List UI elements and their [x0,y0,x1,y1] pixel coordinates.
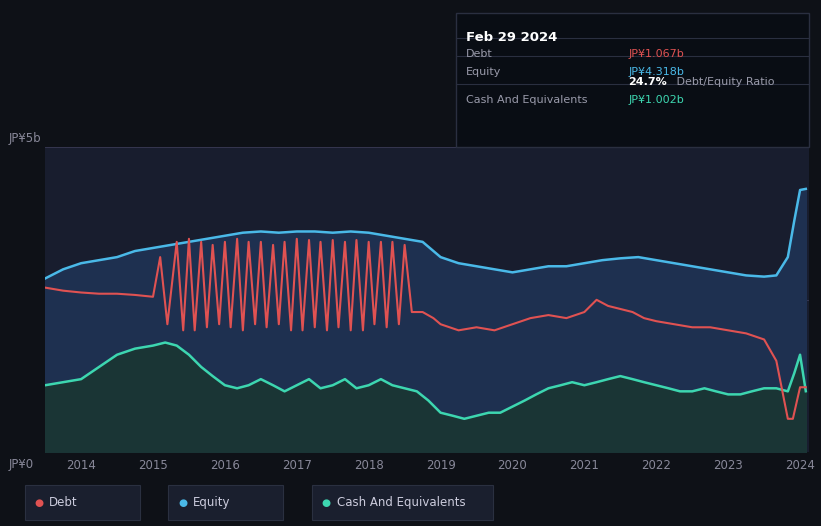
Text: JP¥5b: JP¥5b [8,132,41,145]
Text: Debt/Equity Ratio: Debt/Equity Ratio [673,77,775,87]
Text: JP¥0: JP¥0 [8,458,34,471]
Text: Feb 29 2024: Feb 29 2024 [466,31,557,44]
Text: Equity: Equity [193,496,231,509]
Text: JP¥1.067b: JP¥1.067b [628,49,684,59]
Text: Cash And Equivalents: Cash And Equivalents [337,496,466,509]
Text: JP¥4.318b: JP¥4.318b [628,67,684,77]
Text: Debt: Debt [466,49,493,59]
Text: 24.7%: 24.7% [628,77,667,87]
Text: Debt: Debt [49,496,78,509]
Text: ●: ● [178,498,187,508]
Text: Cash And Equivalents: Cash And Equivalents [466,95,587,105]
Text: JP¥1.002b: JP¥1.002b [628,95,684,105]
Text: ●: ● [34,498,44,508]
Text: ●: ● [322,498,331,508]
Text: Equity: Equity [466,67,501,77]
